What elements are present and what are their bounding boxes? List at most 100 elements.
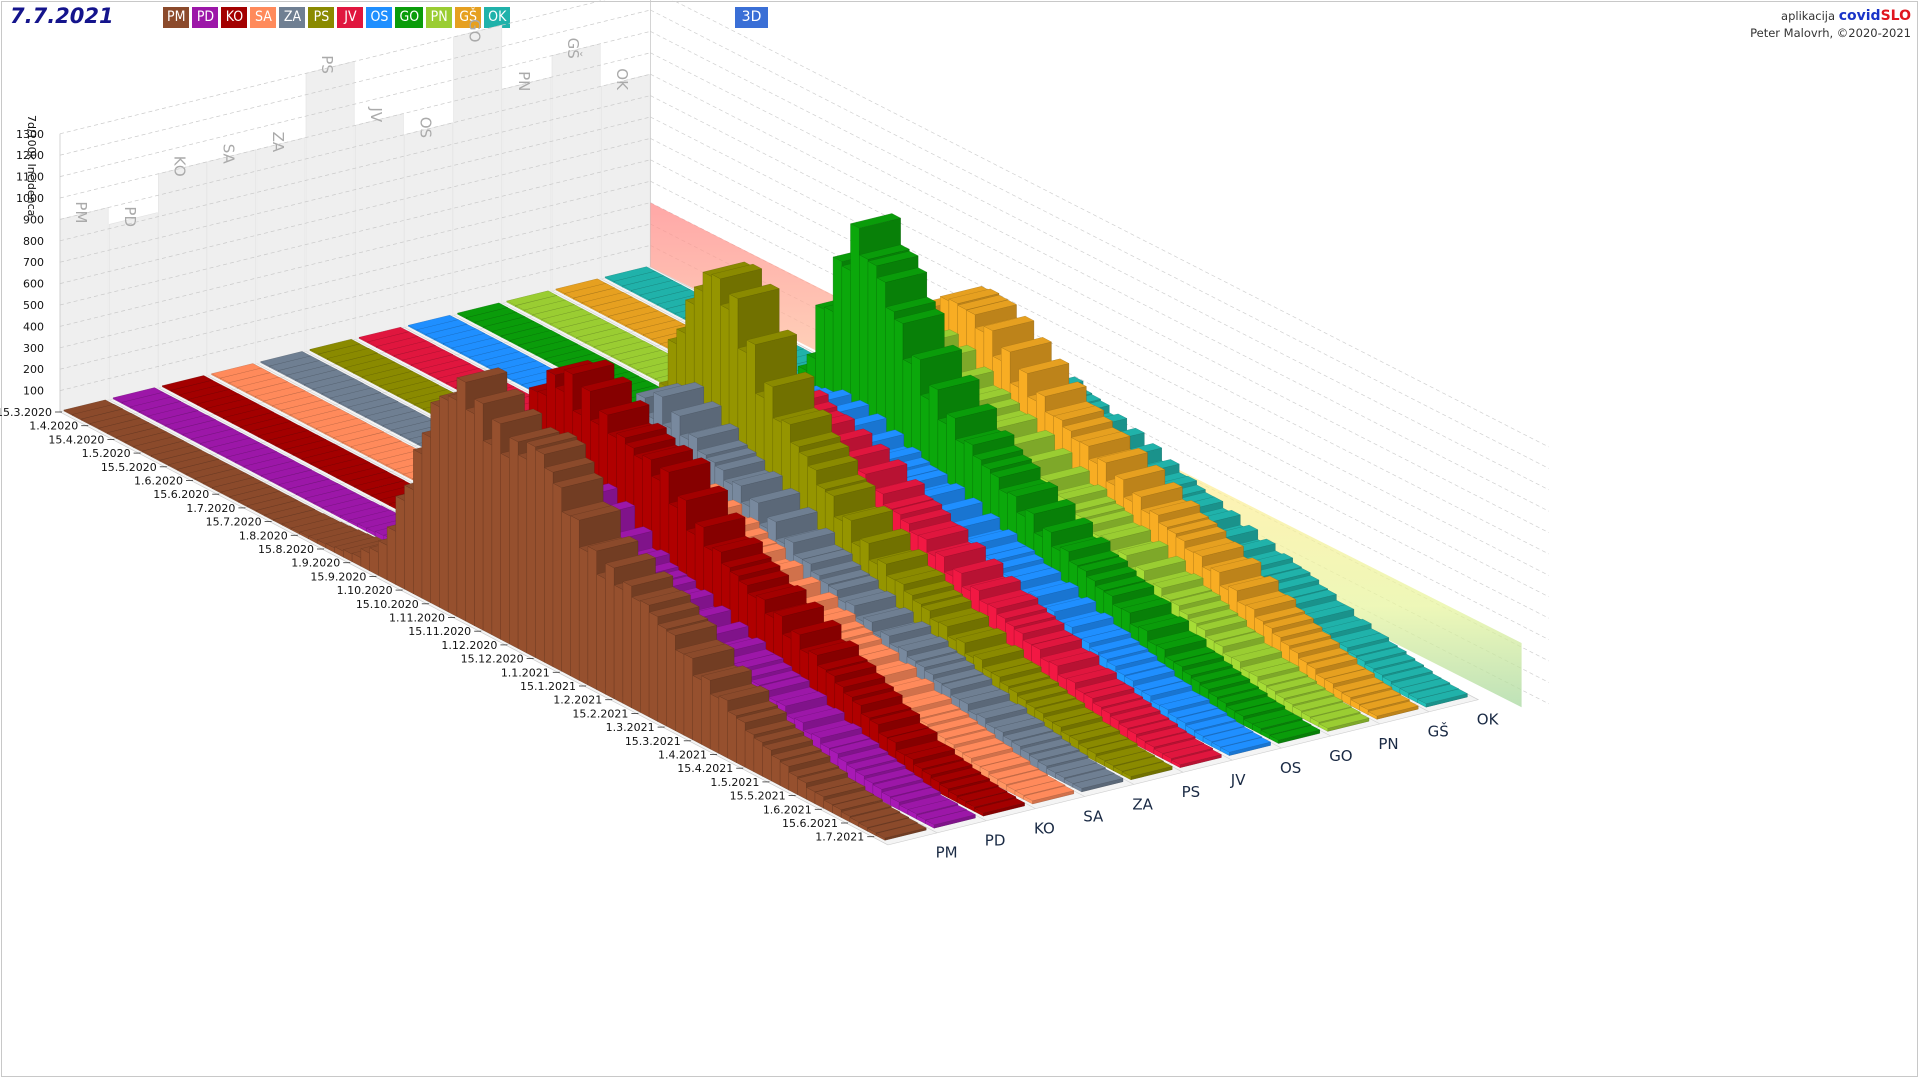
y-tick-label: 700 — [23, 256, 44, 269]
y-tick-label: 400 — [23, 320, 44, 333]
date-tick-label: 1.7.2020 — [186, 502, 235, 515]
ridge-side — [613, 584, 624, 704]
grid-line-back — [59, 159, 651, 306]
brand-slo: SLO — [1880, 8, 1911, 24]
ridge-side — [500, 453, 510, 645]
wall-bar-jv — [354, 113, 404, 340]
wall-label-gš: GŠ — [564, 38, 583, 59]
ridge-side — [875, 833, 886, 841]
grid-line-back — [59, 223, 651, 370]
ridge-side — [517, 454, 527, 654]
credits-prefix: aplikacija — [1781, 9, 1839, 23]
ridge-side — [535, 449, 545, 663]
date-tick-label: 1.12.2020 — [441, 639, 497, 652]
wall-label-za: ZA — [269, 132, 287, 153]
grid-line-back — [59, 9, 651, 156]
ridge-side — [1171, 759, 1181, 768]
region-button-gš[interactable]: GŠ — [455, 7, 482, 28]
ridge-side — [692, 675, 702, 745]
y-axis: 100 200 300 400 500 600 700 800 900 1000 1100 1200 1… — [16, 115, 44, 398]
region-button-ko[interactable]: KO — [221, 7, 248, 28]
region-filter-bar: PM PD KO SA ZA PS JV OS GO PN GŠ OK — [163, 7, 511, 28]
region-axis-label-sa: SA — [1083, 807, 1104, 825]
region-button-jv[interactable]: JV — [337, 7, 364, 28]
region-button-za[interactable]: ZA — [279, 7, 306, 28]
ridge-side — [474, 398, 484, 631]
wall-bar-pm — [59, 207, 109, 413]
ridge-side — [683, 653, 693, 741]
wall-label-ko: KO — [170, 156, 188, 177]
y-tick-label: 900 — [23, 213, 44, 226]
region-button-ps[interactable]: PS — [308, 7, 335, 28]
ridge-side — [974, 808, 984, 817]
date-tick-label: 15.2.2021 — [572, 707, 628, 720]
wall-bar-pn — [502, 76, 552, 304]
grid-line-back — [59, 202, 651, 349]
region-axis-label-jv: JV — [1230, 771, 1246, 789]
ridge-side — [482, 440, 493, 636]
ridge-side — [378, 540, 388, 581]
date-tick-label: 15.4.2021 — [677, 762, 733, 775]
ridge-side — [404, 484, 414, 594]
region-button-pm[interactable]: PM — [163, 7, 190, 28]
ridge-side — [1367, 711, 1378, 720]
region-button-ok[interactable]: OK — [484, 7, 511, 28]
3d-toggle-button[interactable]: 3D — [735, 7, 768, 28]
ridge-side — [648, 611, 658, 722]
ridge-side — [1220, 747, 1230, 756]
date-tick-label: 15.4.2020 — [48, 433, 104, 446]
date-tick-label: 15.5.2021 — [730, 790, 786, 803]
ridge-side — [925, 819, 935, 829]
wall-bar-os — [404, 122, 453, 328]
date-tick-label: 15.7.2020 — [206, 516, 262, 529]
grid-line-side — [671, 0, 1549, 448]
ridge-side — [596, 573, 606, 695]
grid-line-side — [650, 52, 1549, 512]
ridge-side — [552, 482, 562, 672]
grid-line-side — [650, 73, 1549, 533]
grid-line-back — [59, 31, 651, 177]
ridge-side — [666, 630, 676, 731]
wall-label-os: OS — [416, 117, 434, 138]
date-tick-label: 15.6.2021 — [782, 817, 838, 830]
y-axis-label: 7d/100k Incidenca — [25, 115, 38, 216]
date-tick-label: 1.4.2021 — [658, 749, 707, 762]
wall-bar-ps — [305, 61, 355, 352]
date-tick-label: 15.8.2020 — [258, 543, 314, 556]
y-tick-label: 1200 — [16, 149, 44, 162]
region-axis-label-go: GO — [1329, 747, 1352, 765]
wall-bar-go — [453, 24, 503, 316]
region-button-pn[interactable]: PN — [426, 7, 453, 28]
region-axis: PM PD KO SA ZA PS JV OS GO PN GŠ OK — [936, 711, 1500, 862]
region-button-pd[interactable]: PD — [192, 7, 219, 28]
ridge-side — [657, 624, 667, 727]
region-axis-label-gš: GŠ — [1428, 722, 1449, 741]
wall-bar-pd — [108, 212, 158, 401]
ridge-side — [465, 409, 475, 626]
grid-line-side — [650, 31, 1549, 491]
app-credits: aplikacija covidSLO Peter Malovrh, ©2020… — [1750, 8, 1911, 42]
wall-bar-gš — [551, 43, 601, 292]
date-tick-label: 1.5.2021 — [710, 776, 759, 789]
region-button-sa[interactable]: SA — [250, 7, 277, 28]
ridge-side — [413, 449, 423, 599]
credits-author: Peter Malovrh, ©2020-2021 — [1750, 26, 1911, 40]
y-tick-label: 1300 — [16, 128, 44, 141]
grid-line-back — [59, 95, 651, 242]
grid-line-back — [59, 180, 651, 327]
region-button-go[interactable]: GO — [395, 7, 424, 28]
ridge-side — [439, 395, 449, 613]
date-tick-label: 1.4.2020 — [29, 420, 78, 433]
ridge-side — [579, 547, 589, 686]
date-tick-label: 1.7.2021 — [815, 831, 864, 844]
ridge-side — [762, 745, 772, 782]
region-axis-label-za: ZA — [1132, 795, 1153, 813]
credits-line-1: aplikacija covidSLO — [1750, 8, 1911, 25]
region-button-os[interactable]: OS — [366, 7, 393, 28]
date-tick-label: 1.10.2020 — [337, 584, 393, 597]
ridge-side — [1023, 795, 1033, 805]
ridge-side — [1269, 735, 1279, 744]
ridge-side — [1072, 783, 1082, 793]
